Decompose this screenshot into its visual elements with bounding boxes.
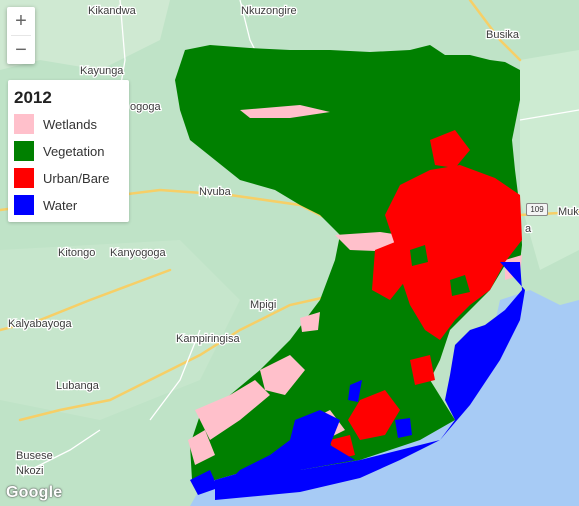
lake-bay	[545, 325, 579, 360]
land-patch	[0, 240, 240, 420]
place-label-ogoga: ogoga	[130, 101, 161, 113]
lake	[190, 290, 579, 506]
landcover-layer	[175, 45, 525, 500]
place-label-kitongo: Kitongo	[58, 247, 95, 259]
urban-region	[385, 165, 522, 340]
wetland-patch	[195, 380, 270, 440]
legend-label: Wetlands	[43, 116, 97, 132]
legend-swatch-vegetation	[14, 141, 34, 161]
urban-patch	[372, 240, 410, 300]
water-region	[220, 410, 355, 490]
zoom-divider	[11, 35, 31, 36]
zoom-control: + −	[7, 7, 35, 64]
land-patch	[0, 0, 170, 70]
place-label-muk: Muk	[558, 206, 579, 218]
google-logo[interactable]: Google	[6, 484, 63, 501]
place-label-busika: Busika	[486, 29, 520, 41]
legend-swatch-wetlands	[14, 114, 34, 134]
legend-item-vegetation: Vegetation	[14, 141, 104, 161]
place-label-kikandwa: Kikandwa	[88, 5, 137, 17]
legend-swatch-urban	[14, 168, 34, 188]
zoom-out-button[interactable]: −	[15, 38, 27, 61]
legend-label: Vegetation	[43, 143, 105, 159]
place-label-a: a	[525, 223, 532, 235]
wetland-patch	[188, 430, 215, 465]
road-shield: 109	[526, 203, 548, 216]
place-label-kampiringisa: Kampiringisa	[176, 333, 240, 345]
place-label-lubanga: Lubanga	[56, 380, 100, 392]
legend-label: Urban/Bare	[43, 170, 110, 186]
place-label-mpigi: Mpigi	[250, 299, 276, 311]
vegetation-patch	[380, 315, 405, 345]
legend-item-wetlands: Wetlands	[14, 114, 97, 134]
place-label-kayunga: Kayunga	[80, 65, 124, 77]
legend-panel: 2012 Wetlands Vegetation Urban/Bare Wate…	[8, 80, 129, 222]
water-inlet	[395, 418, 412, 438]
wetland-patch	[240, 105, 330, 118]
vegetation-patch	[410, 245, 428, 266]
vegetation-patch	[450, 275, 470, 296]
zoom-in-button[interactable]: +	[15, 9, 27, 32]
place-label-kanyogoga: Kanyogoga	[110, 247, 167, 259]
legend-title: 2012	[14, 88, 52, 107]
urban-patch	[348, 390, 400, 440]
urban-patch	[430, 130, 470, 168]
place-label-nvuba: Nvuba	[199, 186, 232, 198]
urban-patch	[410, 355, 435, 385]
legend-swatch-water	[14, 195, 34, 215]
legend-label: Water	[43, 197, 78, 213]
legend-item-water: Water	[14, 195, 77, 215]
water-inlet	[348, 380, 362, 402]
place-label-nkozi: Nkozi	[16, 465, 44, 477]
wetland-patch	[300, 312, 320, 332]
water-inlet	[190, 470, 218, 495]
place-label-busese: Busese	[16, 450, 53, 462]
place-label-nkuzongire: Nkuzongire	[241, 5, 297, 17]
legend-item-urban: Urban/Bare	[14, 168, 109, 188]
place-label-kalyabayoga: Kalyabayoga	[8, 318, 72, 330]
wetland-patch	[260, 355, 305, 395]
